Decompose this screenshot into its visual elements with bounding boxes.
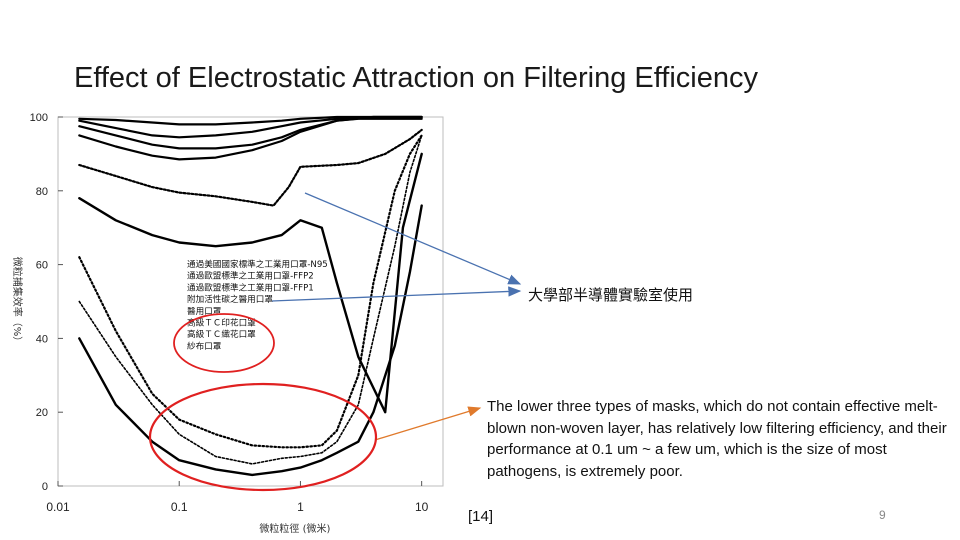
legend-entry-3: 通過歐盟標準之工業用口罩-FFP1 — [187, 281, 314, 293]
y-axis-label: 微粒捕集效率（%） — [11, 257, 24, 347]
legend-entry-8: 紗布口罩 — [187, 340, 222, 352]
legend-entry-4: 附加活性碳之醫用口罩 — [187, 293, 273, 305]
legend-entry-7: 高級ＴＣ織花口罩 — [187, 328, 256, 340]
series-line-6 — [78, 152, 423, 414]
y-tick-label: 20 — [36, 407, 48, 419]
x-tick-label: 1 — [297, 500, 304, 514]
x-tick-label: 0.1 — [171, 500, 188, 514]
legend-entry-5: 醫用口罩 — [187, 306, 222, 317]
y-tick-label: 60 — [36, 260, 48, 272]
legend-entry-1: 通過美國國家標準之工業用口罩-N95 — [187, 258, 328, 270]
series-line-5 — [78, 128, 423, 207]
y-tick-label: 80 — [36, 186, 48, 198]
x-tick-label: 0.01 — [46, 500, 70, 514]
efficiency-chart: 0 20 40 60 80 100 0.01 0.1 1 10 微粒粒徑 (微米) 微粒捕集效率（%）… — [11, 112, 444, 535]
series-line-3 — [78, 115, 423, 150]
x-axis-label: 微粒粒徑 (微米) — [259, 522, 330, 535]
slide-title: Effect of Electrostatic Attraction on Fi… — [74, 62, 758, 94]
citation: [14] — [468, 508, 494, 525]
legend-entry-6: 高級ＴＣ印花口罩 — [187, 317, 256, 329]
lab-use-note: 大學部半導體實驗室使用 — [528, 286, 694, 304]
series-line-4 — [78, 117, 423, 161]
series-line-9 — [78, 204, 423, 477]
y-tick-label: 100 — [30, 112, 48, 124]
page-number: 9 — [879, 508, 886, 522]
y-tick-label: 0 — [42, 481, 48, 493]
chart-area: 0 20 40 60 80 100 0.01 0.1 1 10 微粒粒徑 (微米) 微粒捕集效率（%）… — [0, 106, 470, 540]
low-efficiency-note: The lower three types of masks, which do… — [487, 398, 947, 480]
legend-entry-2: 通過歐盟標準之工業用口罩-FFP2 — [187, 270, 314, 282]
y-tick-label: 40 — [36, 333, 48, 345]
x-tick-label: 10 — [415, 500, 429, 514]
